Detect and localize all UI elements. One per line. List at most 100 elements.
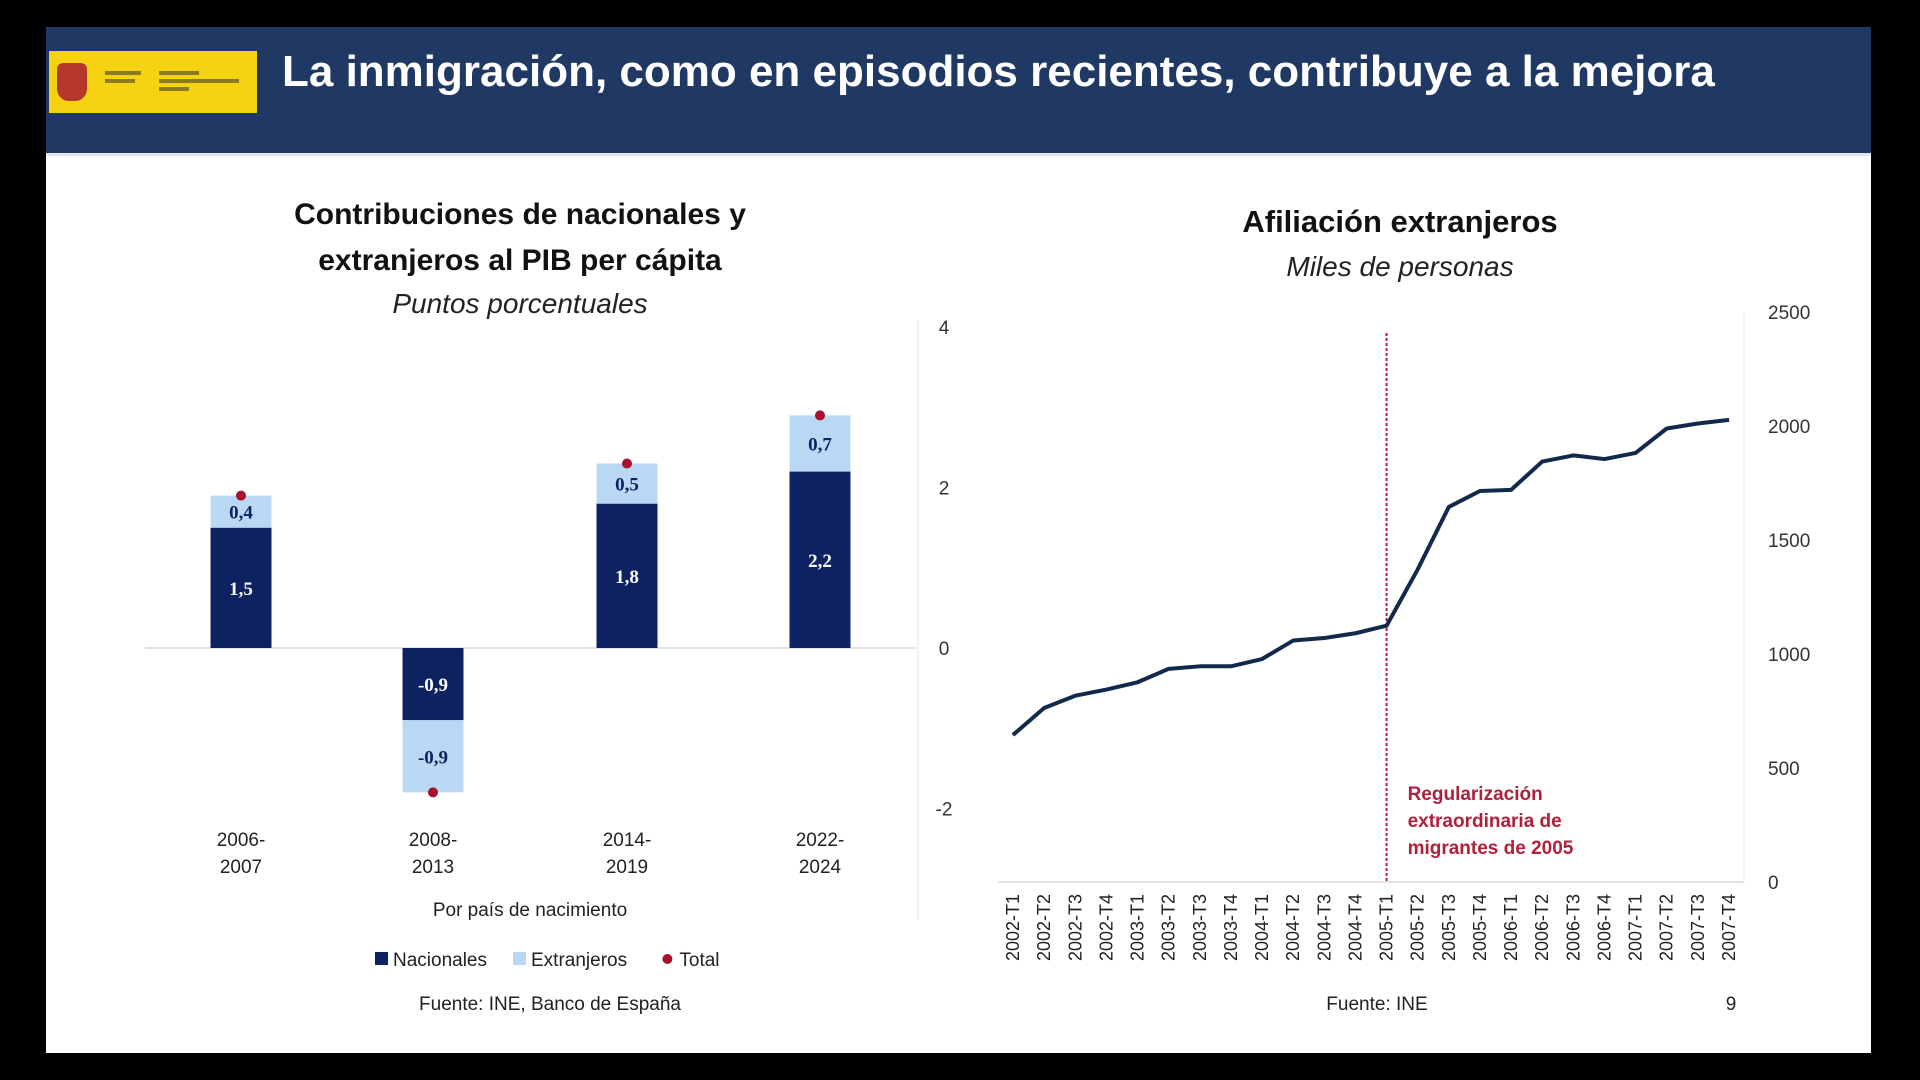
legend-swatch	[662, 954, 673, 964]
line-x-tick-label: 2007-T1	[1626, 894, 1646, 961]
line-x-tick-label: 2005-T1	[1377, 894, 1397, 961]
afiliacion-point	[1417, 568, 1419, 570]
header-bar: La inmigración, como en episodios recien…	[46, 27, 1871, 156]
line-x-tick-label: 2007-T4	[1719, 894, 1739, 961]
legend-swatch	[513, 952, 526, 965]
line-x-tick-label: 2004-T3	[1314, 894, 1334, 961]
bar-chart-title: Contribuciones de nacionales y	[294, 198, 746, 231]
bar-extranjeros	[789, 415, 851, 472]
line-x-tick-label: 2005-T3	[1439, 894, 1459, 961]
afiliacion-point	[1635, 452, 1637, 454]
page-number: 9	[1726, 994, 1737, 1015]
line-chart-subtitle: Miles de personas	[1286, 251, 1513, 282]
bar-nacionales	[210, 527, 272, 648]
line-x-tick-label: 2004-T4	[1345, 894, 1365, 961]
bar-x-tick-label: 2006-	[217, 830, 266, 851]
line-y-tick-label: 500	[1768, 759, 1800, 780]
line-x-tick-label: 2006-T3	[1563, 894, 1583, 961]
coat-of-arms-icon	[57, 63, 87, 101]
bar-data-label-extranjeros: 0,7	[808, 434, 832, 455]
bar-data-label-nacionales: 2,2	[808, 551, 832, 572]
line-x-tick-label: 2002-T3	[1065, 894, 1085, 961]
legend-swatch	[375, 952, 388, 965]
afiliacion-point	[1168, 668, 1170, 670]
bar-source-note: Fuente: INE, Banco de España	[419, 994, 681, 1015]
afiliacion-point	[1697, 422, 1699, 424]
afiliacion-point	[1323, 637, 1325, 639]
bar-data-label-nacionales: -0,9	[418, 675, 448, 696]
bar-nacionales	[789, 471, 851, 648]
afiliacion-point	[1448, 506, 1450, 508]
afiliacion-point	[1230, 665, 1232, 667]
line-x-tick-label: 2006-T1	[1501, 894, 1521, 961]
total-point	[428, 787, 438, 798]
regularization-annotation: migrantes de 2005	[1408, 838, 1574, 859]
afiliacion-point	[1292, 640, 1294, 642]
regularization-annotation: extraordinaria de	[1408, 811, 1562, 832]
slide: La inmigración, como en episodios recien…	[46, 27, 1871, 1053]
line-x-tick-label: 2002-T4	[1096, 894, 1116, 961]
bar-chart-subtitle: Puntos porcentuales	[392, 288, 647, 319]
line-x-tick-label: 2003-T2	[1159, 894, 1179, 961]
bar-data-label-extranjeros: 0,5	[615, 475, 639, 496]
legend-label: Total	[679, 950, 719, 971]
bar-x-tick-label: 2014-	[603, 830, 652, 851]
bar-y-tick-label: 2	[939, 479, 950, 500]
line-y-tick-label: 0	[1768, 873, 1779, 894]
total-point	[236, 490, 246, 501]
line-x-tick-label: 2007-T2	[1657, 894, 1677, 961]
line-x-tick-label: 2005-T2	[1408, 894, 1428, 961]
bar-extranjeros	[402, 720, 464, 793]
afiliacion-point	[1354, 632, 1356, 634]
afiliacion-point	[1541, 461, 1543, 463]
line-x-tick-label: 2002-T1	[1003, 894, 1023, 961]
legend-label: Nacionales	[393, 950, 487, 971]
bar-nacionales	[402, 648, 464, 721]
afiliacion-point	[1386, 625, 1388, 627]
legend-label: Extranjeros	[531, 950, 627, 971]
afiliacion-point	[1043, 707, 1045, 709]
bar-nacionales	[596, 503, 658, 648]
line-x-tick-label: 2003-T3	[1190, 894, 1210, 961]
line-chart-title: Afiliación extranjeros	[1242, 204, 1557, 239]
line-x-tick-label: 2006-T2	[1532, 894, 1552, 961]
line-x-tick-label: 2002-T2	[1034, 894, 1054, 961]
line-x-tick-label: 2003-T4	[1221, 894, 1241, 961]
afiliacion-point	[1012, 734, 1014, 736]
afiliacion-point	[1728, 419, 1730, 421]
afiliacion-point	[1105, 689, 1107, 691]
bar-extranjeros	[210, 495, 272, 528]
line-source-note: Fuente: INE	[1326, 994, 1427, 1015]
line-y-tick-label: 2000	[1768, 417, 1810, 438]
bar-data-label-extranjeros: -0,9	[418, 747, 448, 768]
afiliacion-point	[1479, 490, 1481, 492]
afiliacion-point	[1261, 658, 1263, 660]
bar-x-tick-label: 2013	[412, 857, 454, 878]
bar-y-tick-label: 4	[939, 318, 950, 339]
line-x-tick-label: 2004-T1	[1252, 894, 1272, 961]
bar-extranjeros	[596, 463, 658, 504]
bar-chart-title: extranjeros al PIB per cápita	[318, 244, 722, 277]
afiliacion-point	[1137, 681, 1139, 683]
line-x-tick-label: 2005-T4	[1470, 894, 1490, 961]
bar-x-tick-label: 2022-	[796, 830, 845, 851]
line-y-tick-label: 1500	[1768, 531, 1810, 552]
total-point	[622, 458, 632, 469]
afiliacion-line	[1011, 417, 1730, 737]
bar-x-tick-label: 2008-	[409, 830, 458, 851]
bar-data-label-nacionales: 1,5	[229, 579, 253, 600]
bar-y-tick-label: 0	[939, 639, 950, 660]
afiliacion-point	[1603, 458, 1605, 460]
line-x-tick-label: 2007-T3	[1688, 894, 1708, 961]
bar-data-label-nacionales: 1,8	[615, 567, 639, 588]
afiliacion-point	[1199, 665, 1201, 667]
line-y-tick-label: 1000	[1768, 645, 1810, 666]
government-logo	[49, 51, 257, 113]
line-x-tick-label: 2003-T1	[1128, 894, 1148, 961]
bar-x-tick-label: 2007	[220, 857, 262, 878]
line-x-tick-label: 2004-T2	[1283, 894, 1303, 961]
bar-x-tick-label: 2019	[606, 857, 648, 878]
slide-title: La inmigración, como en episodios recien…	[282, 47, 1715, 96]
line-y-tick-label: 2500	[1768, 303, 1810, 324]
afiliacion-point	[1074, 695, 1076, 697]
